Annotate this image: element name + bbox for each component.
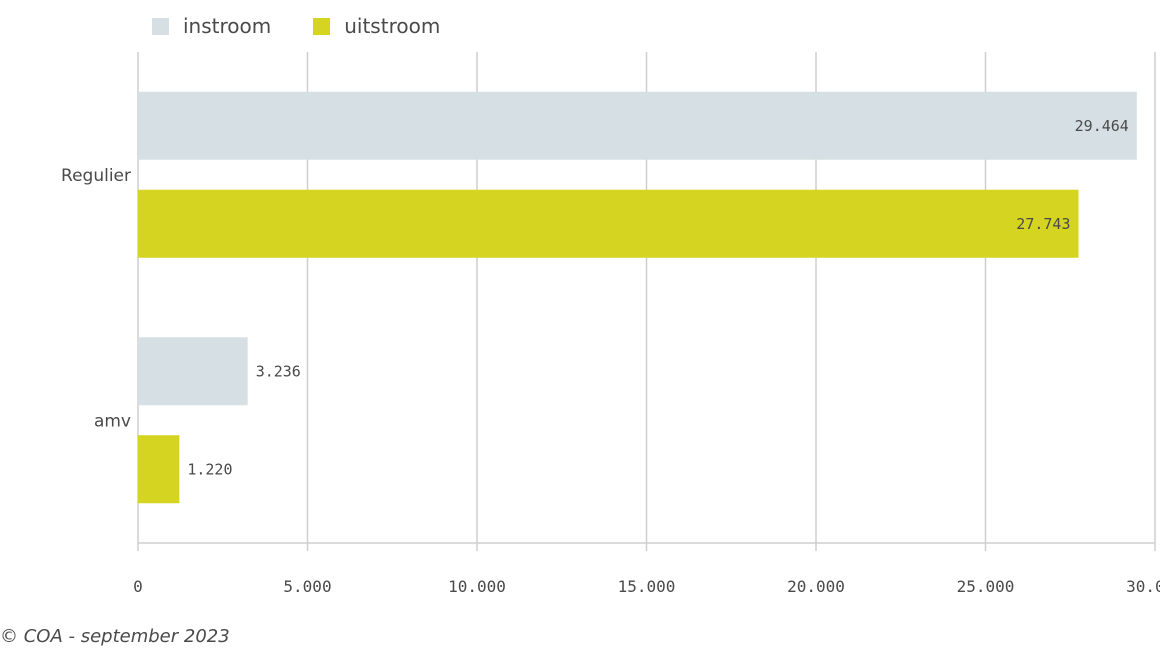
legend-item-instroom: instroom [152, 14, 271, 38]
data-label: 1.220 [187, 460, 232, 478]
legend-swatch-instroom [152, 17, 169, 35]
legend-label-instroom: instroom [183, 14, 272, 38]
x-tick-label: 15.000 [618, 577, 676, 596]
x-tick-label: 10.000 [448, 577, 506, 596]
data-label: 27.743 [1016, 215, 1070, 233]
category-label: Regulier [61, 166, 131, 186]
legend-item-uitstroom: uitstroom [313, 14, 440, 38]
x-tick-label: 0 [133, 577, 143, 596]
data-label: 29.464 [1075, 117, 1129, 135]
bar-instroom [138, 91, 1137, 160]
bar-instroom [138, 337, 248, 406]
legend-label-uitstroom: uitstroom [344, 14, 441, 38]
bar-uitstroom [138, 189, 1079, 258]
x-tick-label: 25.000 [957, 577, 1015, 596]
legend-swatch-uitstroom [313, 17, 331, 35]
legend: instroom uitstroom [152, 14, 440, 38]
data-label: 3.236 [256, 362, 301, 380]
x-tick-label: 5.000 [283, 577, 331, 596]
copyright-footer: © COA - september 2023 [0, 626, 230, 647]
category-label: amv [94, 411, 131, 431]
x-tick-label: 30.000 [1126, 577, 1160, 596]
bar-uitstroom [138, 435, 180, 504]
x-tick-label: 20.000 [787, 577, 845, 596]
